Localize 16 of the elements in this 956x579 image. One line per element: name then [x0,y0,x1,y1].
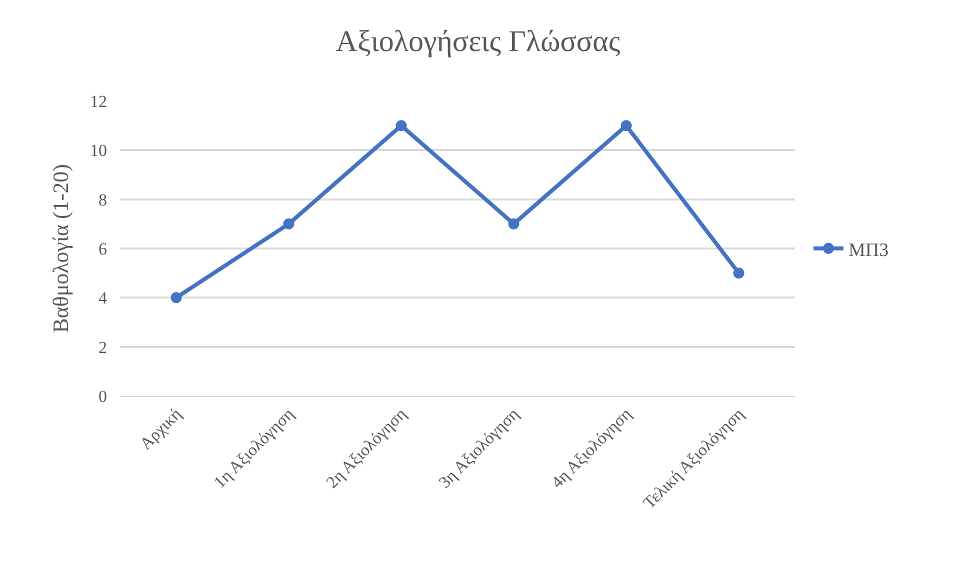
point [170,292,182,304]
y-tick-label: 4 [98,288,108,308]
y-tick-label: 12 [90,92,107,111]
y-tick-label: 0 [98,386,107,406]
y-tick-label: 6 [98,239,107,258]
chart-title: Αξιολογήσεις Γλώσσας [336,25,620,58]
point [283,218,294,230]
point [733,268,744,279]
y-tick-label: 8 [98,190,107,210]
point [396,120,407,132]
y-tick-label: 2 [98,338,107,357]
y-axis-title: Βαθμολογία (1-20) [48,164,73,333]
legend-label: ΜΠ3 [848,240,889,261]
point [508,218,520,230]
point [620,120,632,132]
y-tick-label: 10 [90,141,107,160]
